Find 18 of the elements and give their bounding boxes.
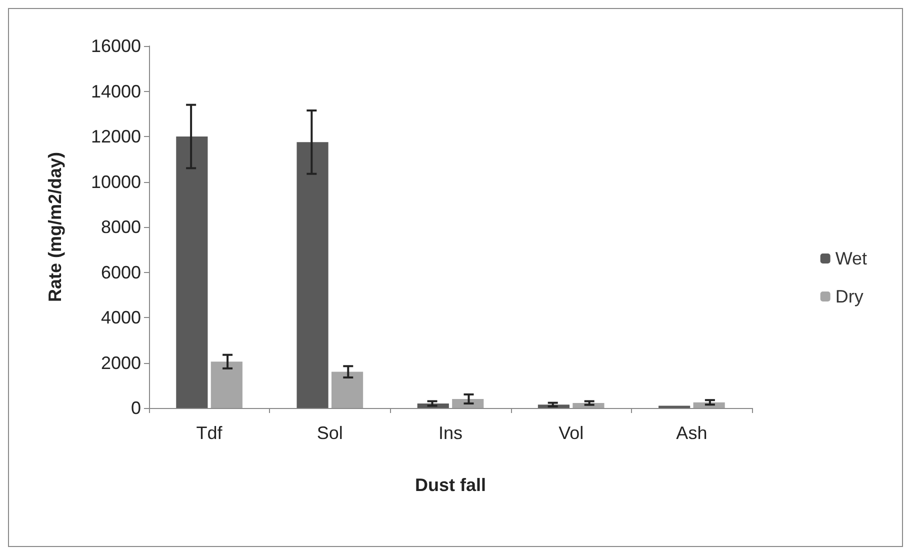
x-axis-title: Dust fall <box>414 475 486 495</box>
y-tick-label: 6000 <box>100 262 141 282</box>
x-tick-label: Ins <box>438 423 463 443</box>
y-tick-label: 0 <box>130 398 141 418</box>
legend-label: Dry <box>835 286 864 306</box>
x-tick-label: Vol <box>558 423 584 443</box>
y-tick-label: 16000 <box>90 36 141 56</box>
legend-label: Wet <box>835 248 868 268</box>
y-tick-label: 2000 <box>100 352 141 373</box>
x-tick-label: Tdf <box>196 423 224 443</box>
x-tick-label: Sol <box>316 423 343 443</box>
y-tick-label: 8000 <box>100 217 141 237</box>
x-tick-label: Ash <box>676 423 708 443</box>
y-tick-label: 12000 <box>90 126 141 146</box>
y-axis-title: Rate (mg/m2/day) <box>45 152 65 302</box>
y-tick-label: 14000 <box>90 81 141 102</box>
y-tick-label: 10000 <box>90 172 141 192</box>
y-tick-label: 4000 <box>100 308 141 328</box>
